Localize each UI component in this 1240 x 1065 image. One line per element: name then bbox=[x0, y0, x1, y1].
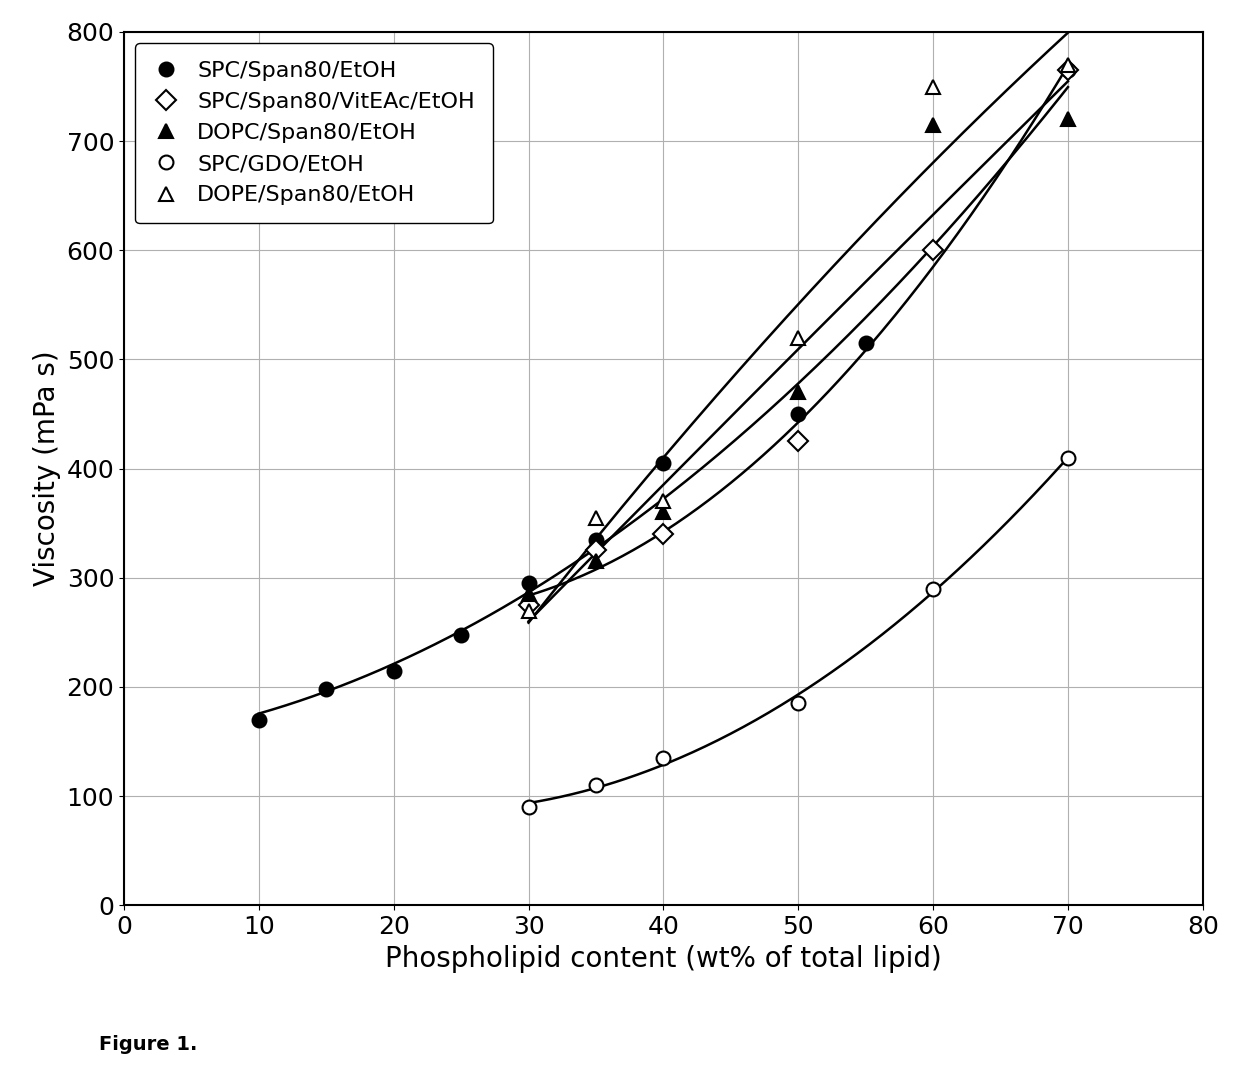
DOPE/Span80/EtOH bbox=[925, 80, 940, 93]
Text: Figure 1.: Figure 1. bbox=[99, 1035, 197, 1054]
DOPE/Span80/EtOH bbox=[1060, 59, 1075, 71]
DOPC/Span80/EtOH bbox=[1060, 113, 1075, 126]
SPC/Span80/VitEAc/EtOH bbox=[1060, 64, 1075, 77]
SPC/Span80/EtOH bbox=[521, 577, 536, 590]
SPC/Span80/EtOH bbox=[252, 714, 267, 726]
SPC/Span80/EtOH bbox=[656, 457, 671, 470]
DOPE/Span80/EtOH bbox=[656, 495, 671, 508]
X-axis label: Phospholipid content (wt% of total lipid): Phospholipid content (wt% of total lipid… bbox=[386, 945, 941, 972]
Line: DOPE/Span80/EtOH: DOPE/Span80/EtOH bbox=[522, 58, 1075, 618]
DOPE/Span80/EtOH bbox=[521, 604, 536, 617]
SPC/Span80/EtOH bbox=[589, 534, 604, 546]
SPC/Span80/EtOH bbox=[1060, 64, 1075, 77]
SPC/GDO/EtOH bbox=[521, 801, 536, 814]
Line: SPC/Span80/EtOH: SPC/Span80/EtOH bbox=[252, 63, 1075, 726]
DOPC/Span80/EtOH bbox=[656, 506, 671, 519]
DOPC/Span80/EtOH bbox=[521, 588, 536, 601]
SPC/Span80/EtOH bbox=[454, 628, 469, 641]
DOPC/Span80/EtOH bbox=[791, 386, 806, 398]
DOPE/Span80/EtOH bbox=[589, 511, 604, 524]
DOPC/Span80/EtOH bbox=[589, 555, 604, 568]
DOPC/Span80/EtOH bbox=[925, 118, 940, 131]
DOPE/Span80/EtOH bbox=[791, 331, 806, 344]
SPC/GDO/EtOH bbox=[925, 583, 940, 595]
Legend: SPC/Span80/EtOH, SPC/Span80/VitEAc/EtOH, DOPC/Span80/EtOH, SPC/GDO/EtOH, DOPE/Sp: SPC/Span80/EtOH, SPC/Span80/VitEAc/EtOH,… bbox=[135, 43, 492, 223]
SPC/Span80/VitEAc/EtOH bbox=[656, 528, 671, 541]
Y-axis label: Viscosity (mPa s): Viscosity (mPa s) bbox=[33, 350, 61, 587]
SPC/Span80/EtOH bbox=[387, 665, 402, 677]
SPC/Span80/VitEAc/EtOH bbox=[589, 544, 604, 557]
SPC/Span80/EtOH bbox=[791, 408, 806, 421]
SPC/Span80/VitEAc/EtOH bbox=[925, 244, 940, 257]
SPC/Span80/VitEAc/EtOH bbox=[791, 435, 806, 447]
SPC/GDO/EtOH bbox=[791, 697, 806, 709]
SPC/GDO/EtOH bbox=[656, 752, 671, 765]
Line: SPC/Span80/VitEAc/EtOH: SPC/Span80/VitEAc/EtOH bbox=[522, 63, 1075, 612]
SPC/Span80/VitEAc/EtOH bbox=[521, 599, 536, 611]
Line: SPC/GDO/EtOH: SPC/GDO/EtOH bbox=[522, 450, 1075, 814]
SPC/Span80/EtOH bbox=[319, 683, 334, 695]
SPC/Span80/EtOH bbox=[858, 337, 873, 349]
SPC/GDO/EtOH bbox=[1060, 452, 1075, 464]
Line: DOPC/Span80/EtOH: DOPC/Span80/EtOH bbox=[522, 112, 1075, 601]
SPC/GDO/EtOH bbox=[589, 779, 604, 791]
